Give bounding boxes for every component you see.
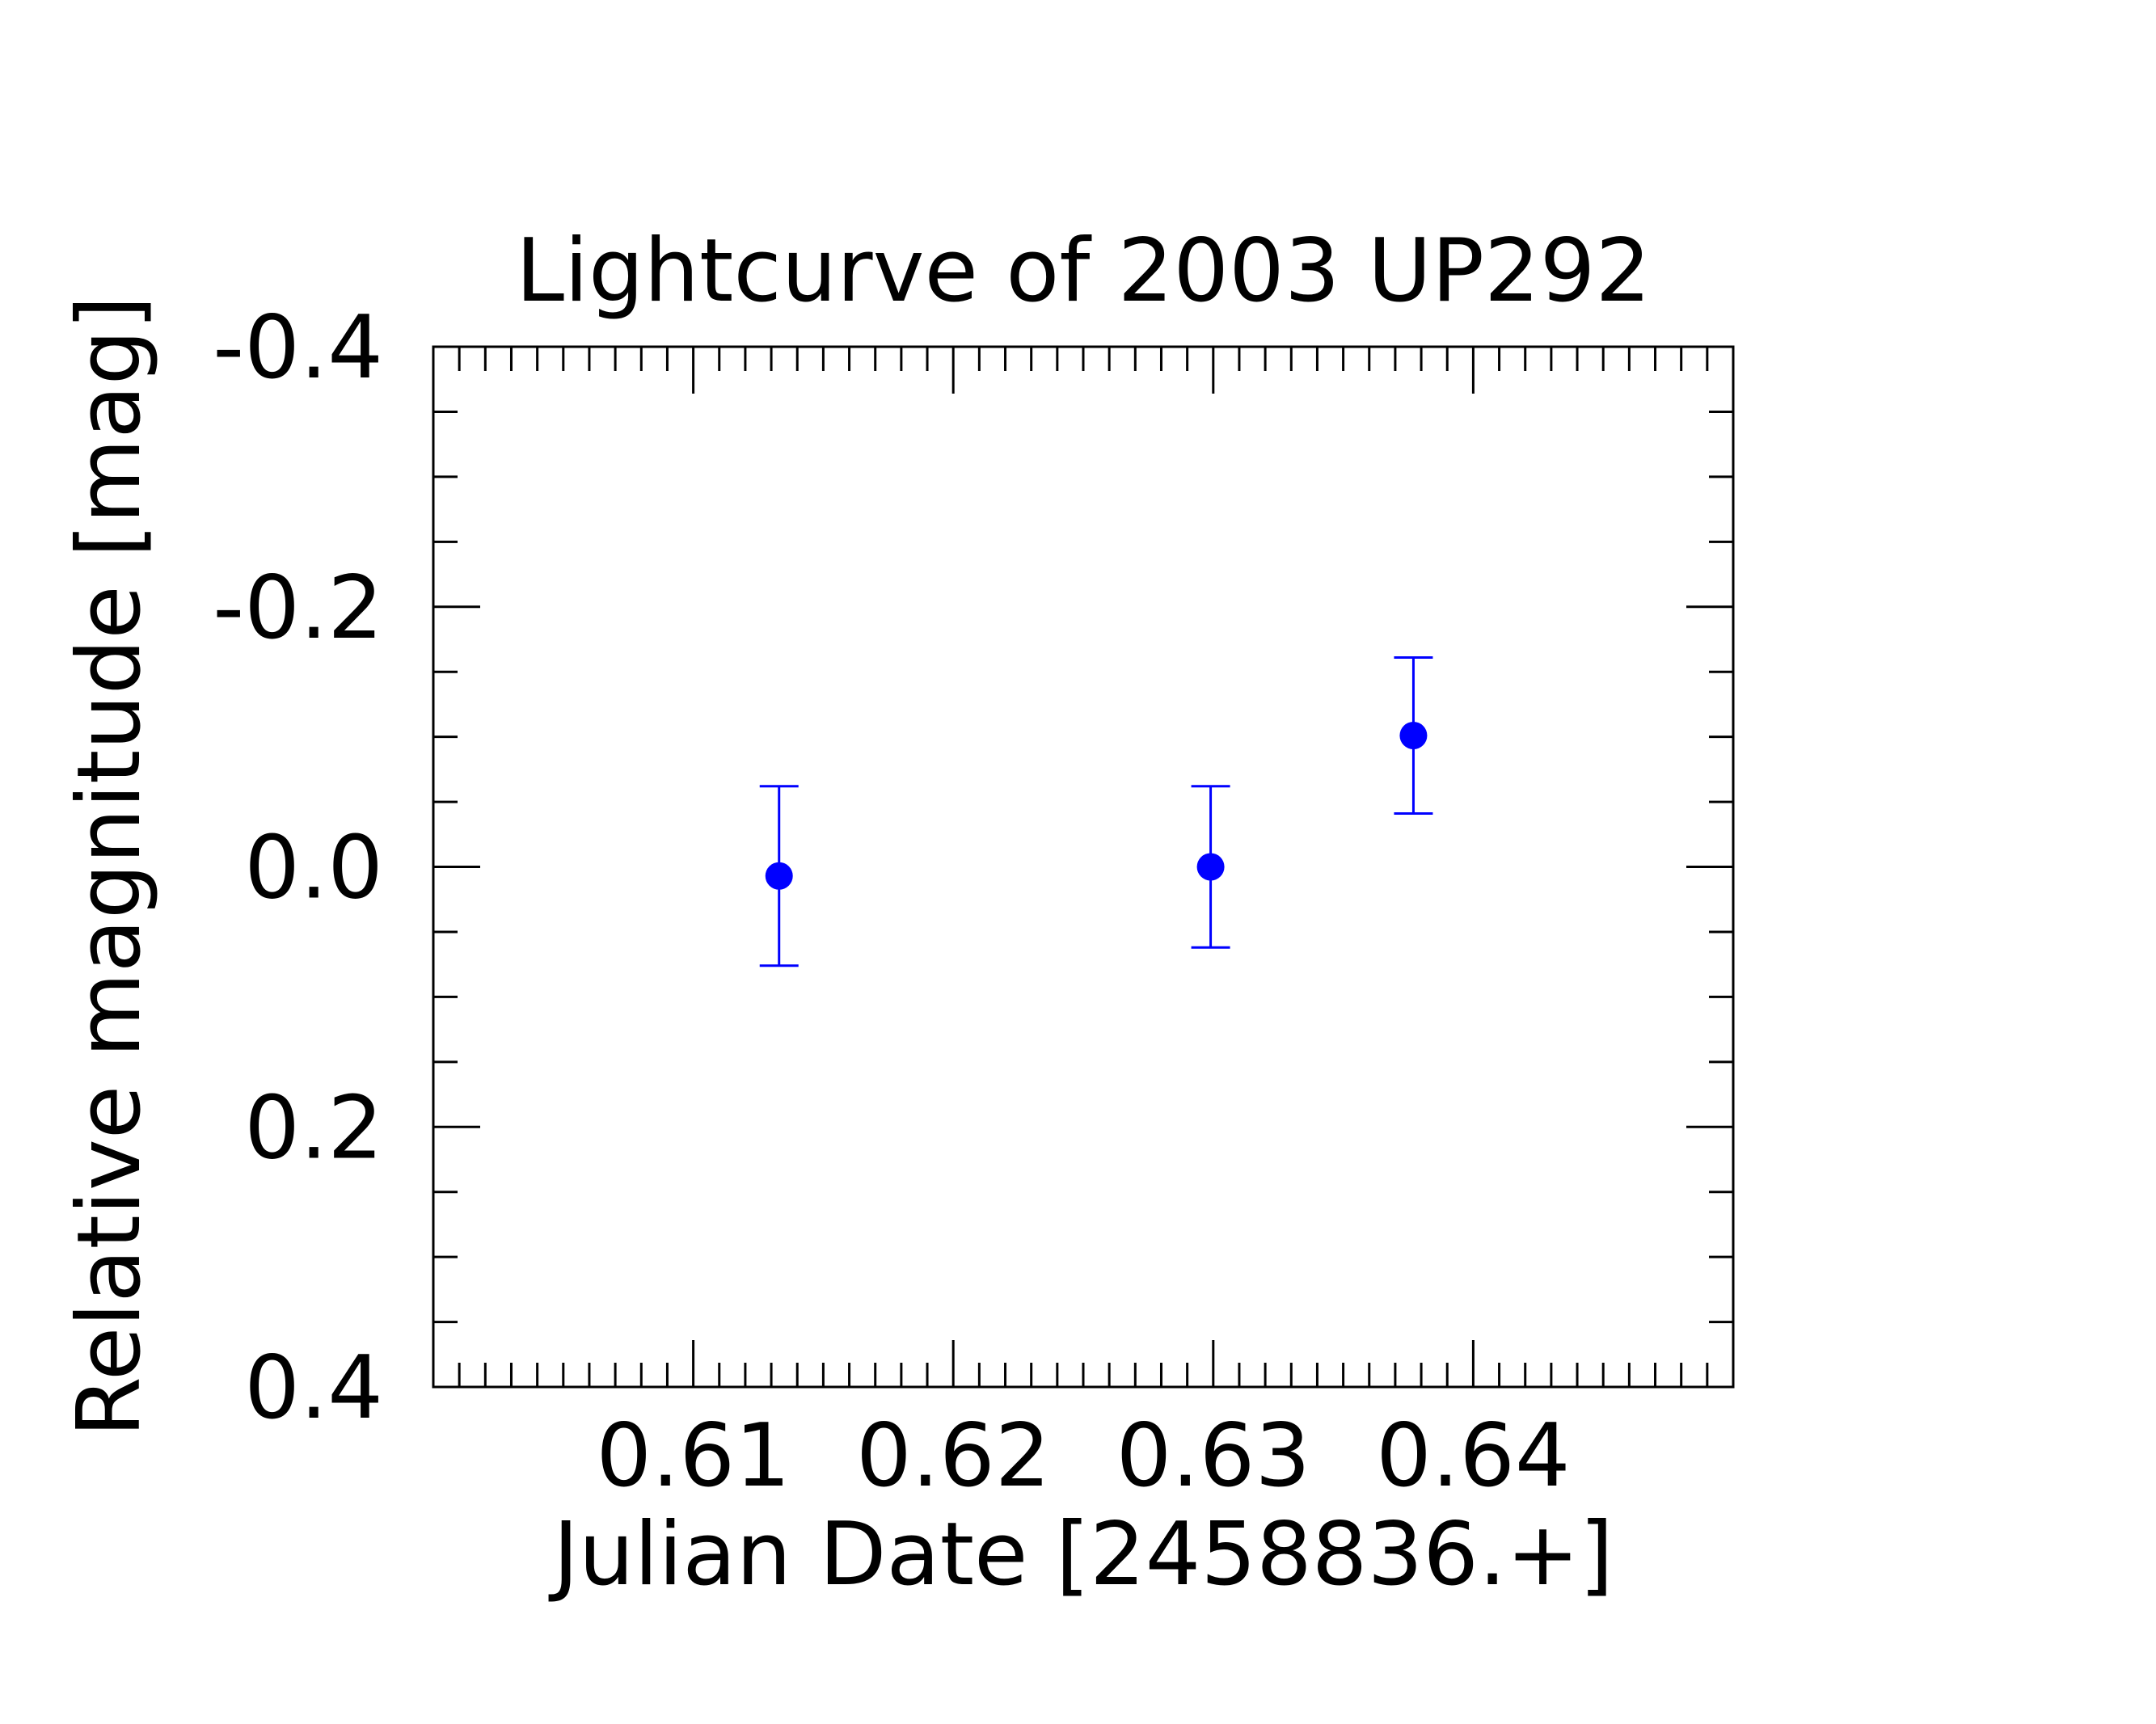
x-axis-label: Julian Date [2458836.+] — [548, 1504, 1614, 1605]
x-tick-label: 0.61 — [596, 1406, 790, 1507]
y-tick-label: -0.2 — [213, 558, 383, 659]
x-tick-label: 0.63 — [1116, 1406, 1310, 1507]
data-point — [1399, 722, 1428, 750]
y-axis-label: Relative magnitude [mag] — [59, 296, 160, 1438]
axis-ticks — [433, 345, 1733, 1389]
y-tick-label: -0.4 — [213, 297, 383, 398]
data-point — [1196, 853, 1225, 881]
data-point — [765, 862, 793, 890]
y-tick-label: 0.4 — [244, 1338, 383, 1439]
axis-tick-labels: 0.61 0.62 0.63 0.64 -0.4 -0.2 0.0 0.2 0.4 — [213, 297, 1570, 1507]
chart-title: Lightcurve of 2003 UP292 — [516, 221, 1651, 322]
x-tick-label: 0.62 — [856, 1406, 1050, 1507]
plot-frame — [432, 345, 1735, 1389]
y-tick-label: 0.2 — [244, 1077, 383, 1178]
x-tick-label: 0.64 — [1376, 1406, 1570, 1507]
y-tick-label: 0.0 — [244, 818, 383, 919]
data-points — [759, 655, 1433, 967]
